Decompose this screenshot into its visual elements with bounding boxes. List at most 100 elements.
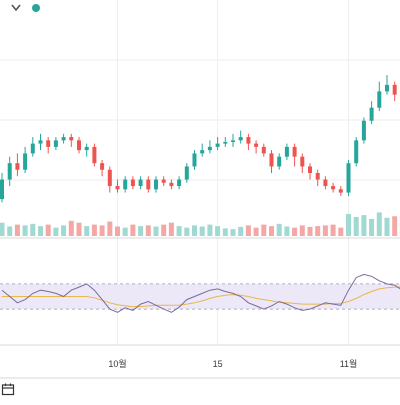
volume-bar-5 [38, 226, 43, 236]
volume-bar-11 [84, 226, 89, 236]
volume-bar-25 [192, 225, 197, 236]
x-tick-label-1: 15 [213, 359, 223, 369]
candle-body-39 [300, 157, 304, 167]
volume-bar-33 [254, 228, 259, 236]
candle-body-50 [385, 85, 389, 92]
volume-bar-34 [261, 225, 266, 236]
volume-bar-42 [323, 225, 328, 236]
candle-body-28 [216, 144, 220, 147]
candle-body-37 [285, 147, 289, 157]
candle-body-32 [246, 137, 250, 144]
volume-bar-23 [177, 226, 182, 236]
volume-bar-48 [369, 219, 374, 236]
volume-bar-0 [0, 223, 5, 236]
candle-body-27 [208, 147, 212, 150]
candle-body-30 [231, 140, 235, 142]
volume-bar-4 [30, 224, 35, 236]
volume-bar-43 [331, 225, 336, 236]
candle-body-46 [354, 140, 358, 163]
candle-body-19 [146, 180, 150, 190]
candle-body-40 [308, 166, 312, 173]
volume-bar-49 [377, 212, 382, 236]
volume-bar-12 [92, 225, 97, 236]
candle-body-36 [277, 157, 281, 167]
candle-body-31 [239, 137, 243, 140]
candle-body-18 [139, 180, 143, 187]
oscillator-pane [0, 274, 400, 312]
volume-bar-20 [154, 227, 159, 237]
candle-body-41 [316, 173, 320, 180]
volume-bar-1 [7, 227, 12, 237]
candle-body-35 [270, 153, 274, 166]
volume-bar-45 [346, 214, 351, 236]
candle-body-3 [23, 153, 27, 169]
volume-bar-32 [246, 225, 251, 236]
candle-body-24 [185, 166, 189, 179]
candle-body-33 [254, 144, 258, 147]
price-pane [0, 10, 400, 203]
calendar-icon[interactable] [1, 382, 15, 396]
candle-body-20 [154, 180, 158, 190]
candle-body-7 [54, 140, 58, 147]
candle-body-44 [339, 189, 343, 192]
volume-bar-41 [315, 226, 320, 236]
candle-body-10 [77, 140, 81, 150]
volume-bar-47 [361, 215, 366, 236]
volume-bar-3 [23, 225, 28, 236]
volume-bar-19 [146, 225, 151, 236]
candle-body-13 [100, 163, 104, 170]
volume-bar-27 [207, 225, 212, 236]
volume-bar-46 [354, 217, 359, 236]
candle-body-29 [223, 142, 227, 144]
volume-bar-7 [53, 228, 58, 236]
volume-bar-39 [300, 225, 305, 236]
candle-body-15 [116, 186, 120, 189]
volume-bar-17 [130, 225, 135, 236]
volume-bar-16 [123, 228, 128, 236]
volume-bar-21 [161, 225, 166, 236]
volume-bar-29 [223, 228, 228, 236]
candle-body-1 [8, 163, 12, 179]
candle-body-11 [85, 147, 89, 150]
volume-bar-28 [215, 226, 220, 236]
candle-body-34 [262, 147, 266, 154]
volume-bar-22 [169, 223, 174, 236]
candle-body-25 [193, 153, 197, 166]
volume-bar-30 [231, 229, 236, 236]
volume-bar-15 [115, 227, 120, 237]
collapse-arrow-icon[interactable] [10, 2, 22, 14]
volume-bar-14 [107, 222, 112, 236]
candle-body-16 [123, 180, 127, 190]
volume-bar-37 [284, 227, 289, 237]
volume-bar-8 [61, 225, 66, 236]
volume-bar-31 [238, 227, 243, 236]
candle-body-51 [393, 85, 397, 95]
x-tick-label-0: 10월 [108, 358, 126, 369]
candle-body-5 [39, 140, 43, 143]
volume-bar-6 [46, 225, 51, 236]
candle-body-23 [177, 180, 181, 187]
volume-bar-36 [277, 224, 282, 236]
candle-body-21 [162, 180, 166, 183]
candle-body-4 [31, 144, 35, 154]
volume-bar-18 [138, 226, 143, 236]
candle-body-17 [131, 180, 135, 187]
candle-body-9 [69, 137, 73, 140]
candle-body-22 [169, 183, 173, 186]
candle-body-49 [377, 91, 381, 107]
candle-body-38 [293, 147, 297, 157]
x-axis: 10월1511월1512월16 [108, 358, 400, 369]
candle-body-0 [0, 180, 4, 200]
candle-body-14 [108, 170, 112, 186]
volume-bar-9 [69, 221, 74, 236]
candle-body-2 [15, 163, 19, 170]
candle-body-8 [62, 137, 66, 140]
candle-body-26 [200, 150, 204, 153]
volume-bar-40 [308, 227, 313, 236]
volume-bar-51 [392, 216, 397, 236]
volume-pane [0, 211, 400, 236]
volume-bar-24 [184, 228, 189, 236]
candle-body-45 [347, 163, 351, 192]
